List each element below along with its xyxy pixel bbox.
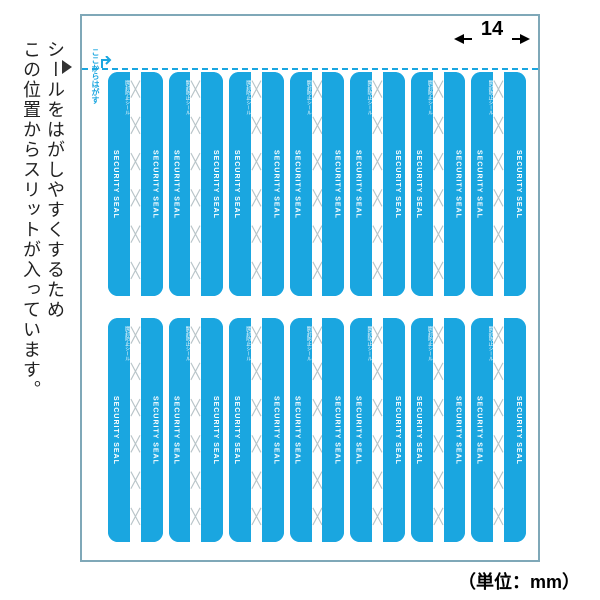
- seal-text-en: SECURITY SEAL: [515, 78, 522, 290]
- seal-text-en: SECURITY SEAL: [233, 78, 240, 290]
- seal-text-ja: 開封防止シール: [124, 80, 131, 288]
- seal-grid: SECURITY SEAL開封防止シールSECURITY SEALSECURIT…: [108, 72, 526, 542]
- annotation-line-2: この位置からスリットが入っています。: [18, 40, 44, 400]
- security-seal: SECURITY SEAL 開封防止シール SECURITY SEAL: [169, 318, 224, 542]
- seal-text-ja: 開封防止シール: [366, 80, 373, 288]
- slit-marker-triangle: [62, 60, 72, 74]
- security-seal: SECURITY SEAL 開封防止シール SECURITY SEAL: [290, 318, 345, 542]
- security-seal: SECURITY SEAL 開封防止シール SECURITY SEAL: [350, 318, 405, 542]
- seal-text-en: SECURITY SEAL: [212, 324, 219, 536]
- seal-row: SECURITY SEAL開封防止シールSECURITY SEALSECURIT…: [108, 318, 526, 542]
- seal-text-en: SECURITY SEAL: [475, 324, 482, 536]
- seal-text-en: SECURITY SEAL: [233, 324, 240, 536]
- seal-text-en: SECURITY SEAL: [152, 78, 159, 290]
- seal-text-ja: 開封防止シール: [124, 326, 131, 534]
- seal-text-ja: 開封防止シール: [488, 326, 495, 534]
- seal-text-en: SECURITY SEAL: [394, 324, 401, 536]
- seal-text-ja: 開封防止シール: [488, 80, 495, 288]
- seal-text-ja: 開封防止シール: [306, 80, 313, 288]
- seal-text-en: SECURITY SEAL: [273, 324, 280, 536]
- slit-line: [82, 68, 538, 70]
- seal-text-en: SECURITY SEAL: [173, 78, 180, 290]
- security-seal: SECURITY SEAL 開封防止シール SECURITY SEAL: [411, 318, 466, 542]
- seal-text-en: SECURITY SEAL: [515, 324, 522, 536]
- seal-text-en: SECURITY SEAL: [112, 78, 119, 290]
- seal-text-en: SECURITY SEAL: [173, 324, 180, 536]
- seal-text-en: SECURITY SEAL: [454, 324, 461, 536]
- seal-text-en: SECURITY SEAL: [354, 324, 361, 536]
- seal-text-en: SECURITY SEAL: [394, 78, 401, 290]
- security-seal: SECURITY SEAL 開封防止シール SECURITY SEAL: [471, 318, 526, 542]
- seal-text-en: SECURITY SEAL: [475, 78, 482, 290]
- seal-text-ja: 開封防止シール: [427, 80, 434, 288]
- seal-text-ja: 開封防止シール: [306, 326, 313, 534]
- security-seal: SECURITY SEAL 開封防止シール SECURITY SEAL: [108, 72, 163, 296]
- seal-text-en: SECURITY SEAL: [294, 324, 301, 536]
- security-seal: SECURITY SEAL 開封防止シール SECURITY SEAL: [471, 72, 526, 296]
- security-seal: SECURITY SEAL 開封防止シール SECURITY SEAL: [290, 72, 345, 296]
- security-seal: SECURITY SEAL 開封防止シール SECURITY SEAL: [108, 318, 163, 542]
- seal-text-en: SECURITY SEAL: [294, 78, 301, 290]
- seal-text-en: SECURITY SEAL: [273, 78, 280, 290]
- slit-arrow-icon: [100, 56, 114, 70]
- unit-label: （単位：mm）: [458, 568, 580, 594]
- seal-sheet: 14 ここからはがす 80 SECURITY SEAL開封防止シールSECURI…: [80, 14, 540, 562]
- annotation-line-1: シールをはがしやすくするため: [42, 40, 68, 320]
- security-seal: SECURITY SEAL 開封防止シール SECURITY SEAL: [411, 72, 466, 296]
- seal-text-ja: 開封防止シール: [427, 326, 434, 534]
- seal-text-ja: 開封防止シール: [245, 326, 252, 534]
- seal-text-en: SECURITY SEAL: [333, 78, 340, 290]
- security-seal: SECURITY SEAL 開封防止シール SECURITY SEAL: [169, 72, 224, 296]
- security-seal: SECURITY SEAL 開封防止シール SECURITY SEAL: [350, 72, 405, 296]
- seal-text-en: SECURITY SEAL: [152, 324, 159, 536]
- seal-text-en: SECURITY SEAL: [454, 78, 461, 290]
- width-dimension: 14: [454, 24, 530, 52]
- seal-text-en: SECURITY SEAL: [212, 78, 219, 290]
- seal-text-en: SECURITY SEAL: [415, 324, 422, 536]
- seal-text-en: SECURITY SEAL: [415, 78, 422, 290]
- seal-row: SECURITY SEAL開封防止シールSECURITY SEALSECURIT…: [108, 72, 526, 296]
- seal-text-en: SECURITY SEAL: [112, 324, 119, 536]
- seal-text-ja: 開封防止シール: [366, 326, 373, 534]
- seal-text-en: SECURITY SEAL: [333, 324, 340, 536]
- security-seal: SECURITY SEAL 開封防止シール SECURITY SEAL: [229, 72, 284, 296]
- seal-text-ja: 開封防止シール: [185, 80, 192, 288]
- seal-text-ja: 開封防止シール: [185, 326, 192, 534]
- seal-text-ja: 開封防止シール: [245, 80, 252, 288]
- seal-text-en: SECURITY SEAL: [354, 78, 361, 290]
- security-seal: SECURITY SEAL 開封防止シール SECURITY SEAL: [229, 318, 284, 542]
